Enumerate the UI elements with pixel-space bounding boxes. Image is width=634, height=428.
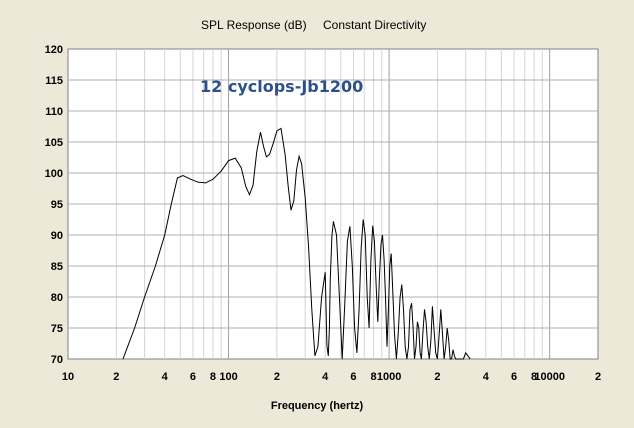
y-tick-label: 115 bbox=[45, 75, 63, 87]
x-tick-label: 4 bbox=[162, 371, 169, 383]
y-tick-label: 120 bbox=[45, 44, 63, 56]
chart-title: SPL Response (dB) bbox=[201, 18, 307, 32]
grid-lines bbox=[68, 49, 598, 359]
x-tick-label: 6 bbox=[350, 371, 356, 383]
y-tick-label: 90 bbox=[51, 230, 63, 242]
spl-response-line bbox=[122, 127, 471, 360]
x-tick-label: 8 bbox=[370, 371, 376, 383]
x-tick-label: 2 bbox=[274, 371, 280, 383]
x-tick-label: 8 bbox=[210, 371, 216, 383]
x-tick-label: 6 bbox=[511, 371, 517, 383]
y-tick-label: 105 bbox=[45, 137, 63, 149]
x-tick-label: 2 bbox=[113, 371, 119, 383]
y-tick-labels: 70 75 80 85 90 95 100 105 110 115 120 bbox=[45, 44, 63, 366]
y-tick-label: 110 bbox=[45, 106, 63, 118]
y-tick-label: 95 bbox=[51, 199, 63, 211]
x-tick-label: 10000 bbox=[534, 371, 565, 383]
x-tick-label: 4 bbox=[322, 371, 329, 383]
x-tick-label: 10 bbox=[62, 371, 74, 383]
x-tick-label: 2 bbox=[595, 371, 601, 383]
x-tick-label: 1000 bbox=[377, 371, 401, 383]
x-tick-label: 2 bbox=[434, 371, 440, 383]
x-tick-label: 6 bbox=[190, 371, 196, 383]
y-tick-label: 75 bbox=[51, 323, 63, 335]
x-tick-label: 100 bbox=[219, 371, 237, 383]
y-tick-label: 85 bbox=[51, 261, 63, 273]
x-tick-label: 4 bbox=[483, 371, 490, 383]
y-tick-label: 80 bbox=[51, 292, 63, 304]
chart-annotation: 12 cyclops-Jb1200 bbox=[200, 77, 363, 96]
x-tick-label: 8 bbox=[531, 371, 537, 383]
chart-subtitle: Constant Directivity bbox=[323, 18, 426, 32]
y-tick-label: 100 bbox=[45, 168, 63, 180]
y-tick-label: 70 bbox=[51, 354, 63, 366]
x-axis-label: Frequency (hertz) bbox=[271, 400, 364, 412]
